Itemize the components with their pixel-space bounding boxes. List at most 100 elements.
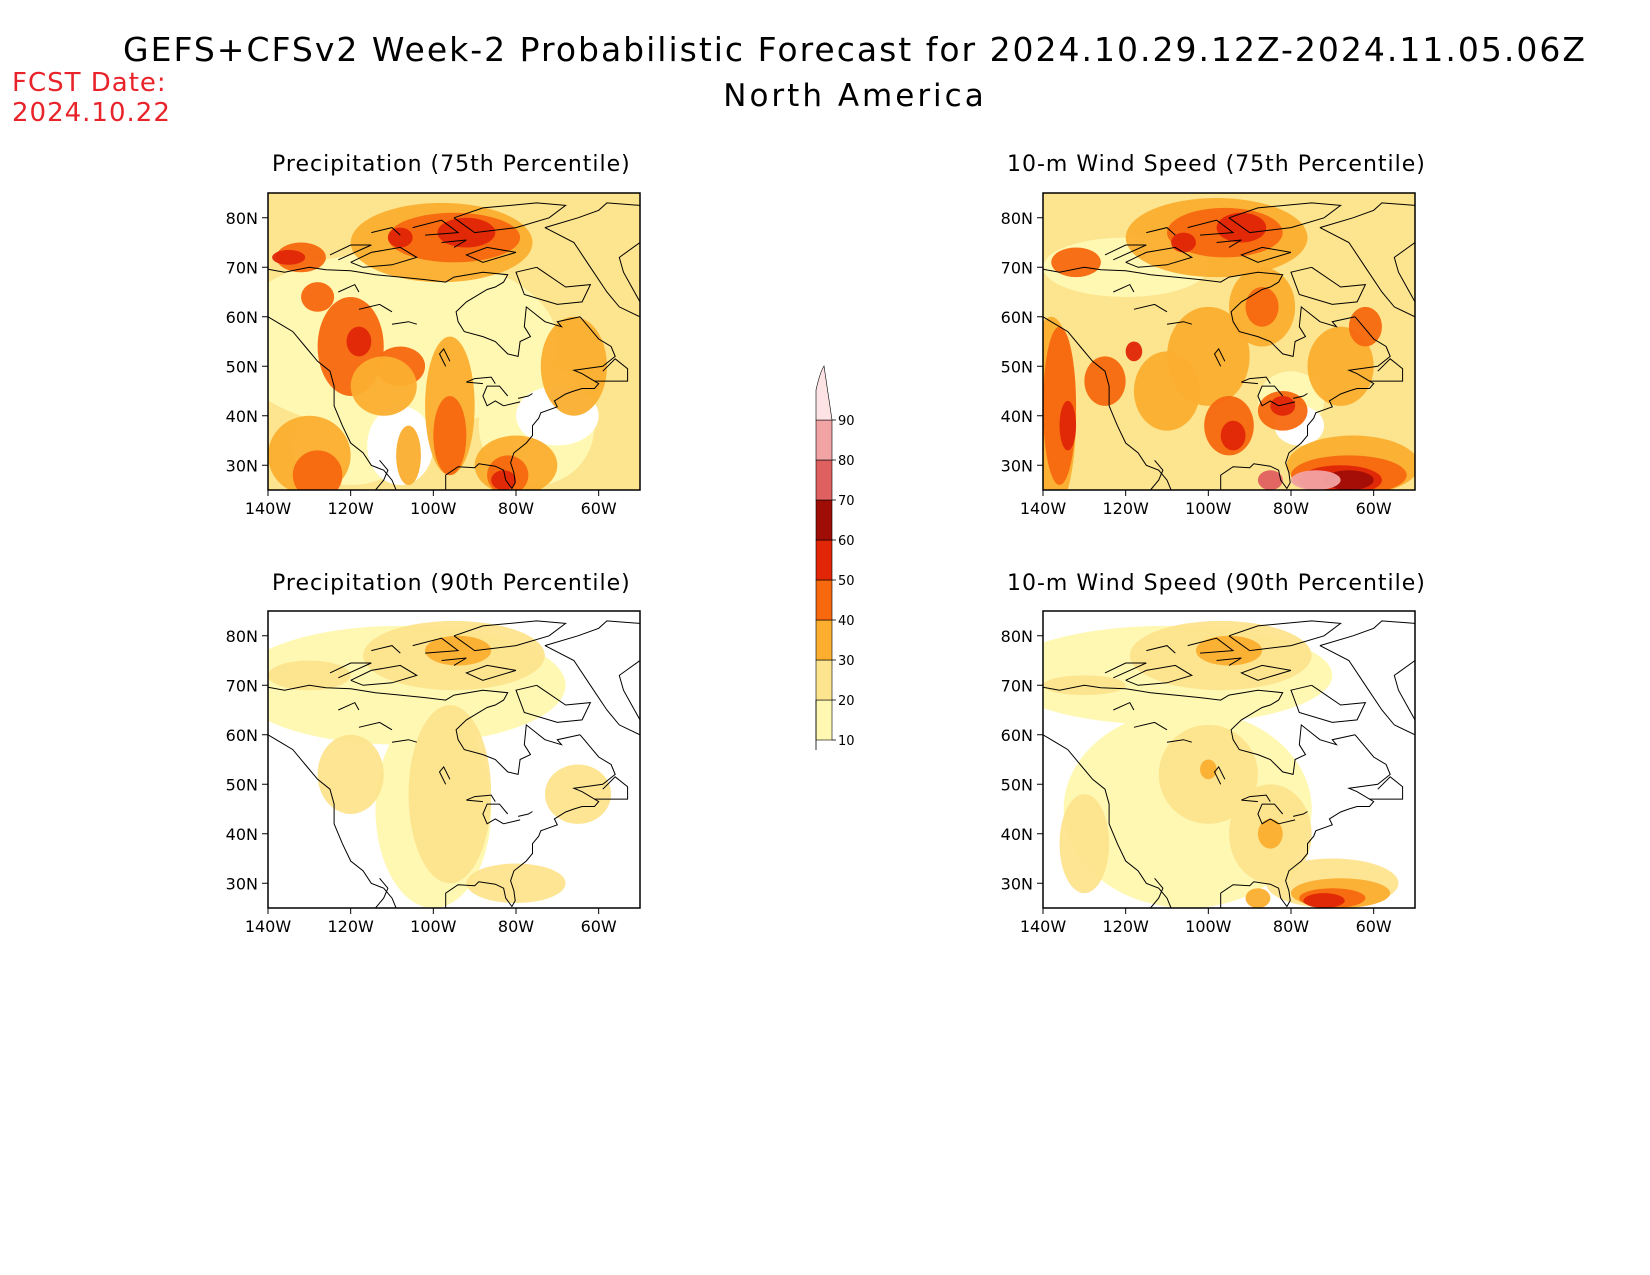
coastline xyxy=(594,358,629,382)
precip-90-contour-fill xyxy=(408,705,492,884)
coastline xyxy=(329,244,372,261)
wind-90-contour-fill xyxy=(1245,888,1271,908)
coastline xyxy=(1278,401,1296,407)
lat-tick-label: 60N xyxy=(1001,308,1033,327)
coastline xyxy=(544,202,640,318)
colorbar-swatch xyxy=(815,419,833,461)
coastline xyxy=(466,376,496,385)
precip-90-contour-fill xyxy=(317,734,384,814)
lat-tick-label: 70N xyxy=(226,676,258,695)
coastline xyxy=(1216,239,1242,248)
coastline xyxy=(1166,321,1192,325)
wind-75-contour-fill xyxy=(1220,420,1246,451)
precip-90-coastlines xyxy=(268,620,640,908)
coastline xyxy=(1125,246,1194,268)
coastline xyxy=(350,246,419,268)
coastline xyxy=(482,803,509,825)
wind-75-contour-fill xyxy=(1270,395,1296,416)
panel-title-precip-90: Precipitation (90th Percentile) xyxy=(272,571,631,596)
lon-tick-label: 60W xyxy=(1356,499,1392,518)
coastline xyxy=(1146,645,1176,654)
coastline xyxy=(517,393,533,399)
panel-title-precip-75: Precipitation (75th Percentile) xyxy=(272,152,631,177)
precip-75-contour-fill xyxy=(540,316,607,416)
coastline xyxy=(482,385,509,407)
lat-tick-label: 60N xyxy=(226,726,258,745)
coastline xyxy=(1216,657,1242,666)
coastline xyxy=(1043,734,1172,908)
coastline xyxy=(1213,765,1226,785)
coastline xyxy=(438,765,451,785)
coastline xyxy=(371,227,401,236)
lat-tick-label: 30N xyxy=(1001,456,1033,475)
coastline xyxy=(358,721,393,731)
colorbar-swatch xyxy=(815,459,833,501)
coastline xyxy=(544,620,640,736)
colorbar-swatch xyxy=(815,539,833,581)
coastline xyxy=(515,266,592,305)
forecast-date-value: 2024.10.22 xyxy=(12,98,171,128)
precip-75-frame xyxy=(267,192,641,491)
coastline xyxy=(1125,664,1194,686)
lat-tick-label: 30N xyxy=(1001,874,1033,893)
coastline xyxy=(466,794,496,803)
precip-90-map: 80N 70N 60N 50N 40N 30N 140W 120W 100W 80W 60W xyxy=(226,610,641,936)
coastline xyxy=(1043,684,1356,776)
colorbar-swatch xyxy=(815,659,833,701)
lon-tick-label: 100W xyxy=(1185,499,1232,518)
coastline xyxy=(1290,684,1367,723)
lat-tick-label: 50N xyxy=(226,775,258,794)
precip-75-contour-fill xyxy=(433,395,467,476)
lat-tick-label: 40N xyxy=(1001,407,1033,426)
coastline xyxy=(453,202,567,234)
wind-75-contour-fill xyxy=(1051,247,1101,278)
colorbar-label: 90 xyxy=(838,414,855,429)
lat-tick-label: 80N xyxy=(226,627,258,646)
lat-tick-label: 30N xyxy=(226,874,258,893)
coastline xyxy=(1240,246,1292,263)
probability-colorbar: 10 20 30 40 50 60 70 80 90 xyxy=(815,365,855,750)
coastline xyxy=(350,664,419,686)
wind-75-coastlines xyxy=(1043,202,1415,490)
wind-75-map: 80N 70N 60N 50N 40N 30N 140W 120W 100W 80W 60W xyxy=(1001,192,1416,518)
coastline xyxy=(1187,637,1235,654)
precip-90-contour-fill xyxy=(466,863,566,904)
wind-75-contour-fill xyxy=(1167,306,1250,406)
coastline xyxy=(1319,202,1415,318)
lon-tick-label: 60W xyxy=(1356,917,1392,936)
main-title: GEFS+CFSv2 Week-2 Probabilistic Forecast… xyxy=(123,30,1587,69)
precip-75-contour-fill xyxy=(292,450,343,490)
forecast-date-label: FCST Date: xyxy=(12,68,167,98)
lat-tick-label: 60N xyxy=(226,308,258,327)
coastline xyxy=(441,657,467,666)
coastline xyxy=(268,316,397,490)
coastline xyxy=(503,819,521,825)
colorbar-label: 50 xyxy=(838,574,855,589)
panel-title-wind-75: 10-m Wind Speed (75th Percentile) xyxy=(1007,152,1426,177)
forecast-date-block: FCST Date: 2024.10.22 xyxy=(12,68,171,128)
lon-tick-label: 60W xyxy=(581,917,617,936)
coastline xyxy=(1228,202,1342,234)
colorbar-label: 10 xyxy=(838,734,855,749)
wind-90-contour-fill xyxy=(1303,893,1345,908)
lat-tick-label: 80N xyxy=(1001,209,1033,228)
precip-75-map: 80N 70N 60N 50N 40N 30N 140W 120W 100W 80W 60W xyxy=(226,192,641,518)
colorbar-label: 60 xyxy=(838,534,855,549)
coastline xyxy=(1228,620,1342,652)
coastline xyxy=(1043,266,1356,358)
coastline xyxy=(358,303,393,313)
coastline xyxy=(1220,734,1391,908)
lat-tick-label: 70N xyxy=(1001,676,1033,695)
coastline xyxy=(438,347,451,367)
lat-tick-label: 40N xyxy=(1001,825,1033,844)
lon-tick-label: 80W xyxy=(498,499,534,518)
lat-tick-label: 50N xyxy=(226,357,258,376)
lat-tick-label: 80N xyxy=(226,209,258,228)
coastline xyxy=(1257,803,1284,825)
panel-title-wind-90: 10-m Wind Speed (90th Percentile) xyxy=(1007,571,1426,596)
wind-90-coastlines xyxy=(1043,620,1415,908)
wind-90-shading xyxy=(1043,620,1399,908)
coastline xyxy=(1133,303,1168,313)
coastline xyxy=(1146,227,1176,236)
coastline xyxy=(391,321,417,325)
